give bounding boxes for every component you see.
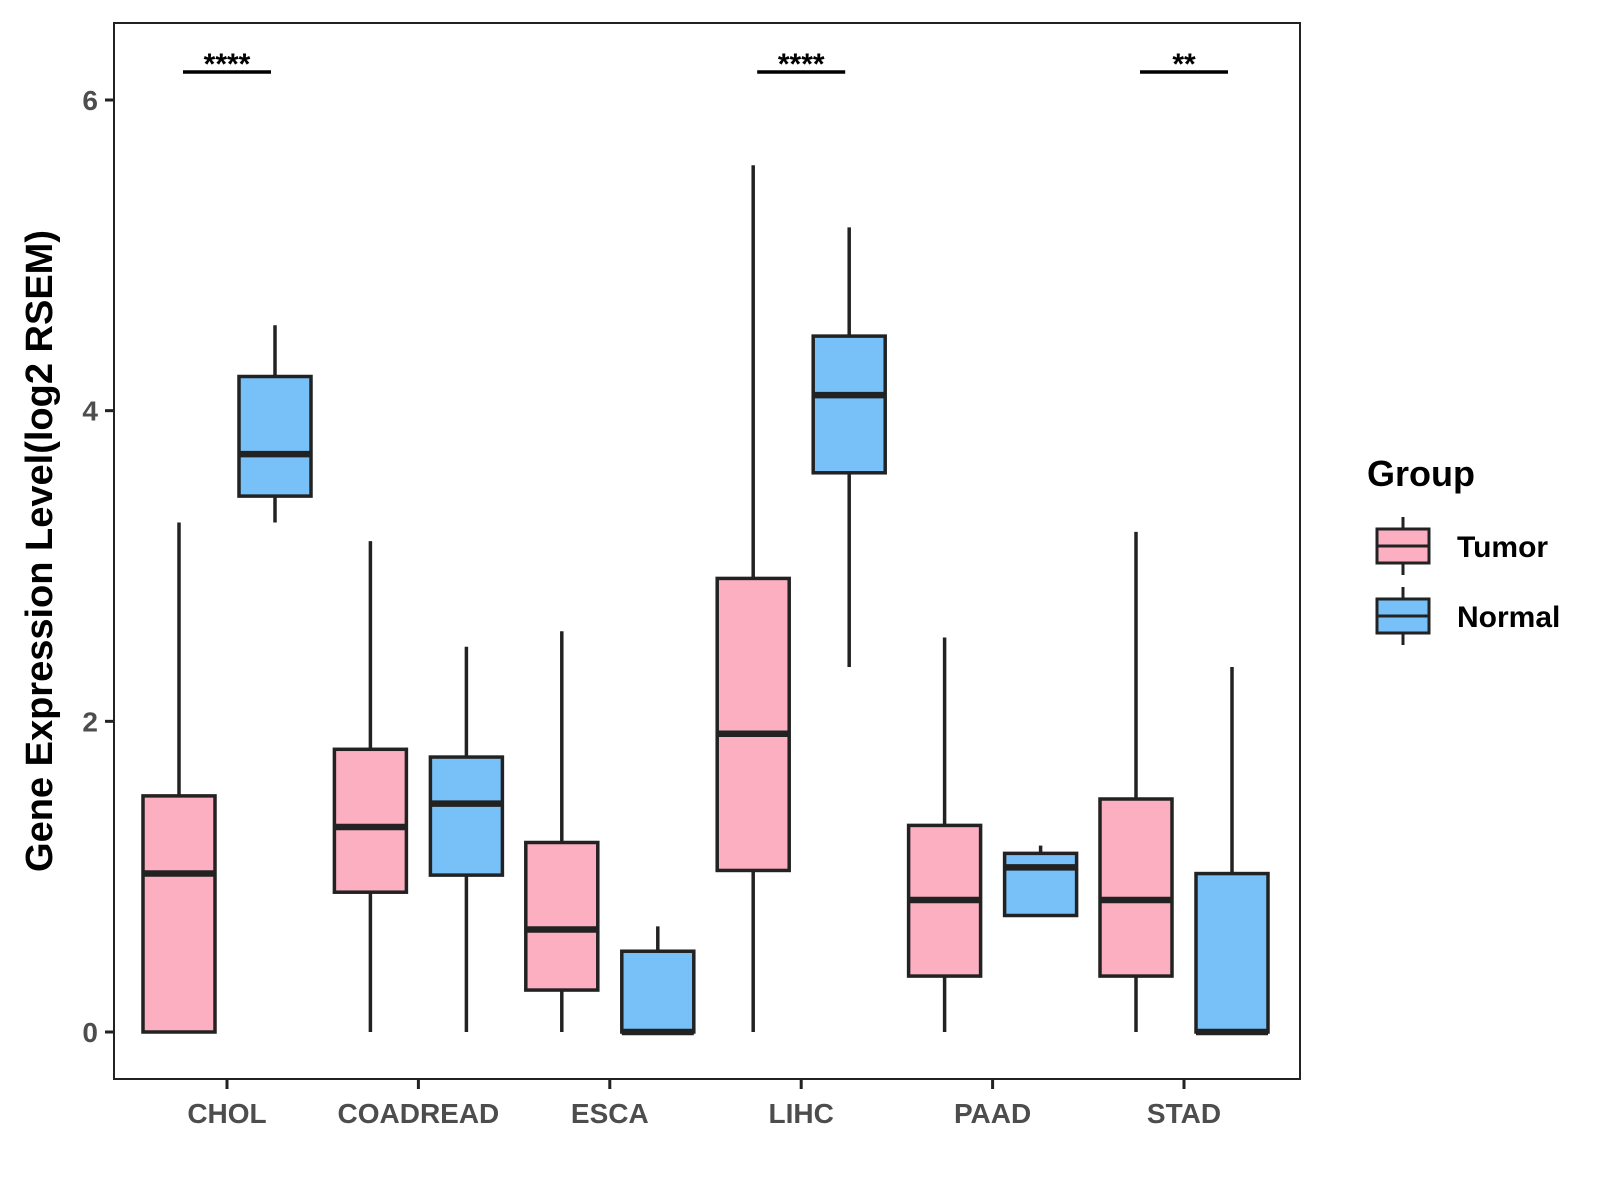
box-tumor-esca [524,631,600,1032]
box-body [811,334,887,475]
legend-item-normal: Normal [1375,587,1560,645]
significance-label: **** [204,48,251,81]
box-normal-chol [237,325,313,523]
x-tick-label: STAD [1147,1098,1221,1129]
x-axis: CHOL COADREAD ESCA LIHC PAAD STAD [187,1079,1221,1129]
box-body [620,949,696,1034]
box-body [141,794,217,1034]
legend-label: Normal [1457,601,1560,634]
legend-item-tumor: Tumor [1375,517,1548,575]
legend: Group Tumor Normal [1367,453,1560,645]
x-tick-label: PAAD [954,1098,1031,1129]
legend-label: Tumor [1457,531,1548,564]
box-tumor-chol [141,522,217,1034]
significance-label: ** [1172,48,1196,81]
box-body [524,840,600,992]
y-tick-label: 6 [82,85,98,116]
y-tick-label: 4 [82,396,98,427]
significance-label: **** [778,48,825,81]
box-normal-lihc [811,227,887,667]
y-tick-label: 0 [82,1017,98,1048]
box-body [1194,871,1270,1034]
box-tumor-lihc [715,165,791,1032]
box-tumor-coadread [332,541,409,1032]
box-normal-coadread [428,646,505,1032]
y-axis-title: Gene Expression Level(log2 RSEM) [19,230,61,872]
box-normal-esca [620,926,696,1036]
y-tick-label: 2 [82,706,98,737]
legend-title: Group [1367,453,1475,494]
box-body [1098,797,1174,978]
x-tick-label: LIHC [769,1098,834,1129]
box-normal-paad [1002,845,1079,918]
box-body [1002,851,1079,918]
box-layer [141,165,1270,1036]
significance-layer: **** **** ** [183,48,1228,81]
x-tick-label: COADREAD [338,1098,500,1129]
x-tick-label: ESCA [571,1098,649,1129]
box-body [715,576,791,873]
box-normal-stad [1194,666,1270,1036]
box-tumor-stad [1098,531,1174,1032]
x-tick-label: CHOL [187,1098,266,1129]
box-body [428,755,505,877]
y-axis: 0 2 4 6 [82,85,114,1048]
box-body [332,747,409,894]
box-body [237,374,313,498]
box-tumor-paad [906,637,983,1032]
